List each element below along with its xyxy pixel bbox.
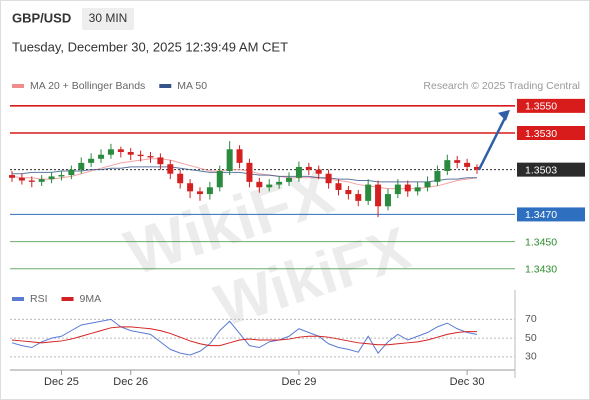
source: Research © 2025 Trading Central <box>423 80 580 92</box>
candle-body <box>107 149 114 155</box>
level-label: 1.3470 <box>525 209 557 221</box>
x-tick-label: Dec 29 <box>281 376 316 388</box>
level-label-box <box>517 126 585 140</box>
candle-body <box>68 169 75 176</box>
legend-label: MA 20 + Bollinger Bands <box>30 80 145 92</box>
x-tick-label: Dec 26 <box>113 376 148 388</box>
candle-body <box>167 164 174 174</box>
candle-body <box>246 162 253 182</box>
ma-line <box>12 166 477 183</box>
candle-body <box>404 184 411 192</box>
x-tick-label: Dec 25 <box>44 376 79 388</box>
x-tick-label: Dec 30 <box>450 376 485 388</box>
level-label-box <box>517 98 585 113</box>
candle-body <box>305 166 312 170</box>
candle-body <box>424 181 431 188</box>
y-tick-label: 70 <box>525 313 537 325</box>
candle-body <box>137 154 144 157</box>
candle-body <box>384 194 391 207</box>
timestamp: Tuesday, December 30, 2025 12:39:49 AM C… <box>12 39 288 54</box>
legend-swatch <box>12 297 24 301</box>
legend-label: 9MA <box>80 293 102 305</box>
candle-body <box>78 162 85 170</box>
candle-body <box>325 173 332 184</box>
timeframe-box <box>82 8 134 30</box>
candle-body <box>147 156 154 158</box>
candle-body <box>345 190 352 195</box>
symbol: GBP/USD <box>12 10 71 25</box>
level-label: 1.3450 <box>525 236 557 248</box>
legend-label: RSI <box>30 293 48 305</box>
candle-body <box>295 166 302 178</box>
y-tick-label: 30 <box>525 351 537 363</box>
candle-body <box>18 177 25 181</box>
candle-body <box>28 180 35 182</box>
candle-body <box>355 194 362 201</box>
candle-body <box>276 181 283 185</box>
level-label: 1.3530 <box>525 128 557 140</box>
candle-body <box>88 158 95 163</box>
level-label-box <box>517 162 585 177</box>
candle-body <box>117 149 124 152</box>
candle-body <box>256 181 263 188</box>
legend-label: MA 50 <box>177 80 207 92</box>
candle-body <box>226 149 233 171</box>
candle-body <box>206 187 213 195</box>
level-label: 1.3430 <box>525 263 557 275</box>
candle-body <box>444 160 451 171</box>
level-label: 1.3503 <box>525 164 557 176</box>
candle-body <box>394 184 401 195</box>
legend-swatch <box>12 84 24 88</box>
level-label-box <box>517 207 585 222</box>
candle-body <box>127 152 134 155</box>
candle-body <box>48 176 55 180</box>
candle-body <box>266 184 273 188</box>
candle-body <box>157 157 164 165</box>
candle-body <box>58 175 65 177</box>
candle-body <box>196 191 203 195</box>
candle-body <box>9 175 15 178</box>
candle-body <box>38 179 45 182</box>
arrow-head <box>498 109 510 121</box>
candle-body <box>414 187 421 192</box>
legend-swatch <box>159 84 172 88</box>
candle-body <box>216 171 223 188</box>
candle-body <box>177 173 184 184</box>
level-label: 1.3550 <box>525 101 557 113</box>
candle-body <box>454 160 461 163</box>
candle-body <box>464 162 471 167</box>
candle-body <box>236 149 243 163</box>
line-series <box>11 326 477 347</box>
y-tick-label: 50 <box>525 332 537 344</box>
candle-body <box>187 183 194 192</box>
candle-body <box>98 154 105 159</box>
candle-body <box>335 183 342 190</box>
projection-arrow <box>477 115 508 171</box>
candle-body <box>315 169 322 174</box>
candle-body <box>365 184 372 201</box>
candle-body <box>474 166 480 170</box>
timeframe: 30 MIN <box>89 11 128 25</box>
candle-body <box>434 171 441 182</box>
candle-body <box>375 184 382 207</box>
legend-swatch <box>61 297 74 301</box>
candle-body <box>286 177 293 182</box>
